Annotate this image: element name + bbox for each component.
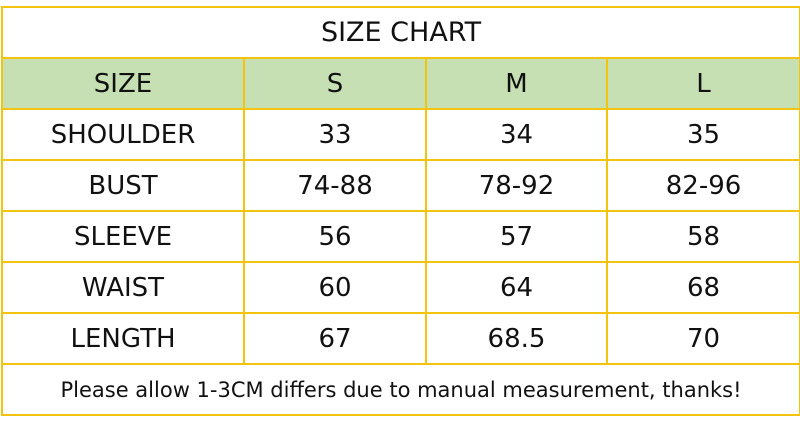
footer-note: Please allow 1-3CM differs due to manual… — [0, 363, 800, 416]
table-title: SIZE CHART — [0, 6, 800, 59]
data-row: LENGTH 67 68.5 70 — [1, 312, 800, 365]
size-cell: 68.5 — [425, 312, 608, 365]
row-label: WAIST — [1, 261, 245, 314]
size-cell: 60 — [243, 261, 427, 314]
header-row: SIZE S M L — [1, 57, 800, 110]
data-row: SHOULDER 33 34 35 — [1, 108, 800, 161]
row-label: SHOULDER — [1, 108, 245, 161]
header-cell: SIZE — [1, 57, 245, 110]
size-cell: 57 — [425, 210, 608, 263]
size-cell: 34 — [425, 108, 608, 161]
row-label: BUST — [1, 159, 245, 212]
row-label: SLEEVE — [1, 210, 245, 263]
header-cell: S — [243, 57, 427, 110]
header-cell: M — [425, 57, 608, 110]
size-cell: 74-88 — [243, 159, 427, 212]
size-cell: 58 — [605, 210, 800, 263]
size-cell: 64 — [425, 261, 608, 314]
footer-row: Please allow 1-3CM differs due to manual… — [0, 363, 800, 416]
size-cell: 56 — [243, 210, 427, 263]
size-chart-table: SIZE CHART SIZE S M L SHOULDER 33 34 35 BUST 74-8… — [0, 6, 800, 416]
size-cell: 33 — [243, 108, 427, 161]
size-cell: 67 — [243, 312, 427, 365]
size-cell: 70 — [605, 312, 800, 365]
data-row: BUST 74-88 78-92 82-96 — [1, 159, 800, 212]
table-body: SIZE CHART SIZE S M L SHOULDER 33 34 35 BUST 74-8… — [0, 6, 800, 416]
size-cell: 82-96 — [605, 159, 800, 212]
header-cell: L — [605, 57, 800, 110]
data-row: SLEEVE 56 57 58 — [1, 210, 800, 263]
size-cell: 35 — [605, 108, 800, 161]
row-label: LENGTH — [1, 312, 245, 365]
size-cell: 68 — [605, 261, 800, 314]
title-row: SIZE CHART — [0, 6, 800, 59]
data-row: WAIST 60 64 68 — [1, 261, 800, 314]
size-cell: 78-92 — [425, 159, 608, 212]
